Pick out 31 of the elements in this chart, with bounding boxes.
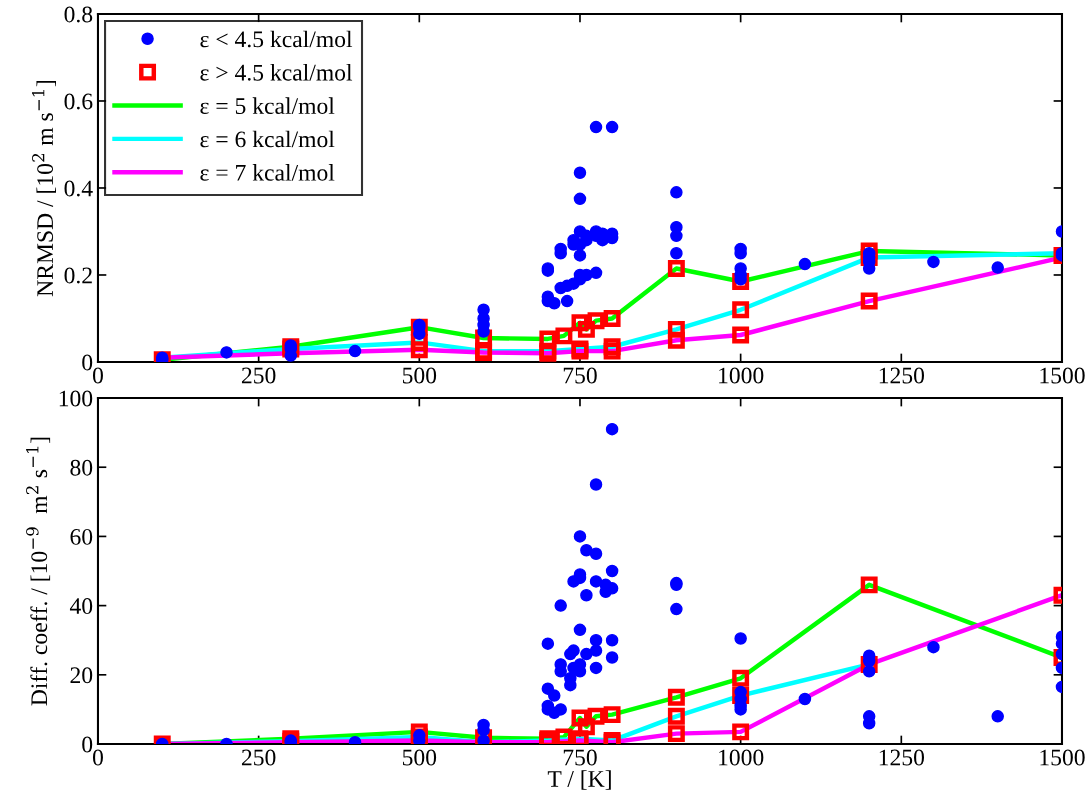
x-tick-label: 500	[402, 749, 437, 766]
x-tick-label: 750	[563, 749, 597, 766]
y-tick-label: 100	[59, 390, 93, 407]
x-tick-label: 1500	[1040, 749, 1085, 766]
y-axis-title: Diff. coeff. / [10$^{−9}$ m$^{2}$ s$^{−1}$]	[26, 437, 51, 706]
x-tick-label: 250	[241, 749, 276, 766]
y-tick-label: 0	[82, 736, 93, 753]
legend-label: ε > 4.5 kcal/mol	[200, 64, 353, 81]
y-tick-label: 0	[82, 354, 93, 371]
y-tick-label: 40	[69, 598, 93, 615]
legend-label: ε < 4.5 kcal/mol	[200, 30, 353, 48]
x-tick-label: 750	[563, 367, 597, 384]
y-tick-label: 0.6	[64, 93, 93, 110]
legend-label: ε = 5 kcal/mol	[200, 97, 335, 114]
y-tick-label: 0.2	[64, 267, 92, 284]
y-tick-label: 60	[70, 528, 93, 545]
x-tick-label: 1000	[719, 749, 764, 766]
x-tick-label: 500	[402, 367, 437, 384]
y-tick-label: 0.8	[64, 6, 93, 23]
x-axis-title: T / [K]	[547, 770, 611, 790]
y-tick-label: 20	[70, 667, 93, 684]
x-tick-label: 1500	[1040, 367, 1085, 384]
legend-label: ε = 6 kcal/mol	[200, 130, 335, 148]
x-tick-label: 250	[241, 367, 276, 384]
y-tick-label: 80	[70, 459, 93, 476]
y-axis-title: NRMSD / [10$^{2}$ m s$^{−1}$]	[32, 81, 56, 297]
x-tick-label: 1000	[719, 367, 764, 384]
x-tick-label: 1250	[879, 749, 925, 766]
x-tick-label: 1250	[879, 367, 925, 384]
y-tick-label: 0.4	[64, 180, 93, 197]
legend-label: ε = 7 kcal/mol	[200, 164, 335, 181]
